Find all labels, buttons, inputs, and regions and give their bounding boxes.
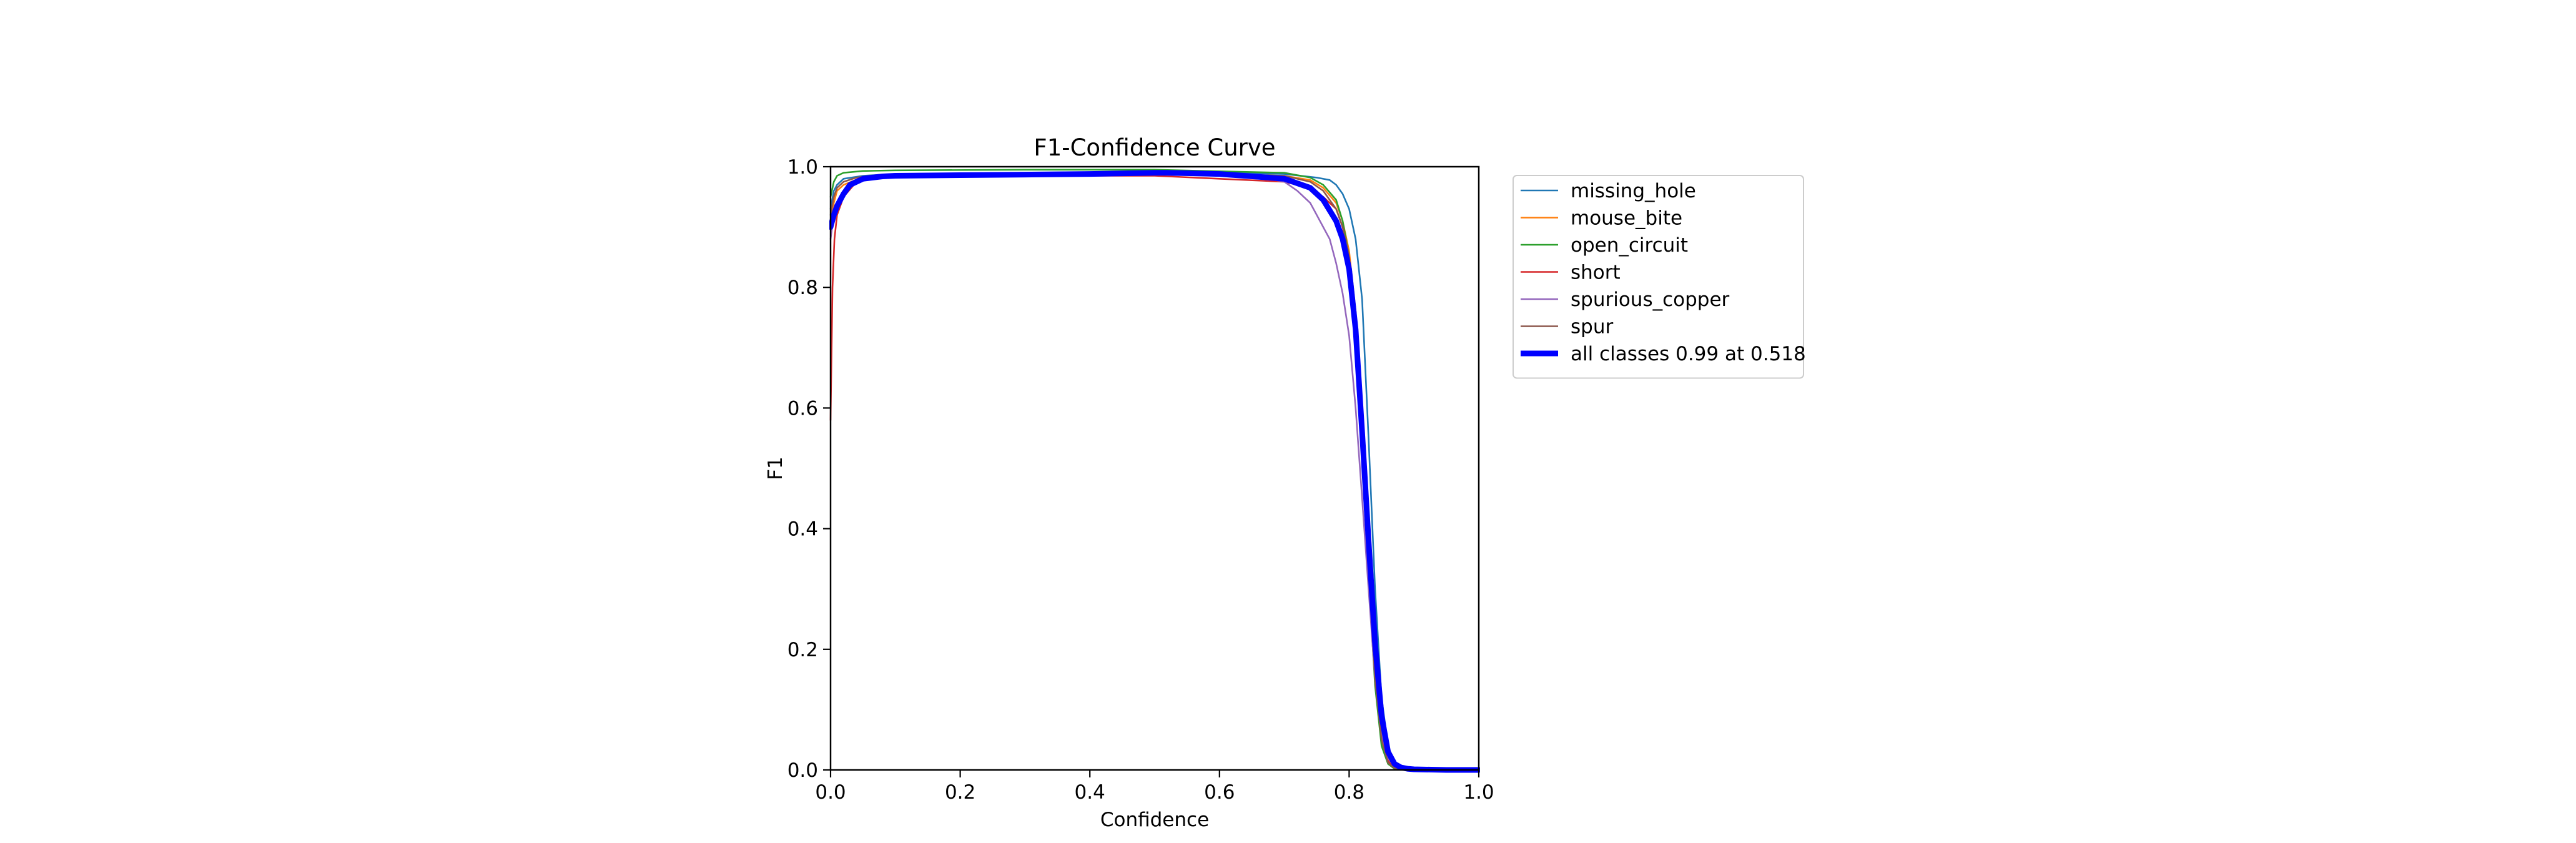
x-tick-label: 0.8: [1334, 781, 1364, 804]
legend-box: [1513, 175, 1804, 379]
y-tick-label: 0.2: [787, 639, 818, 661]
y-axis-ticks: 0.0 0.2 0.4 0.6 0.8 1.0: [787, 156, 831, 782]
y-tick-label: 0.6: [787, 397, 818, 420]
x-axis-label: Confidence: [1100, 809, 1209, 831]
x-axis-ticks: 0.0 0.2 0.4 0.6 0.8 1.0: [815, 770, 1494, 804]
plot-frame: [829, 165, 1480, 771]
y-axis-label: F1: [764, 456, 787, 480]
plot-area: [831, 167, 1479, 770]
x-tick-label: 0.4: [1075, 781, 1105, 804]
x-tick-label: 0.0: [815, 781, 846, 804]
legend-entry-label: spur: [1571, 316, 1613, 338]
series-line: [829, 172, 1480, 771]
series-layer: [829, 169, 1480, 773]
x-tick-label: 1.0: [1463, 781, 1494, 804]
y-tick-label: 0.4: [787, 518, 818, 541]
chart-title: F1-Confidence Curve: [1034, 134, 1275, 161]
x-tick-label: 0.6: [1204, 781, 1235, 804]
series-line: [829, 170, 1480, 773]
y-tick-label: 0.0: [787, 759, 818, 782]
legend-entry-label: open_circuit: [1571, 234, 1688, 257]
legend-entry-label: short: [1571, 262, 1621, 284]
y-tick-label: 0.8: [787, 277, 818, 299]
legend-entry-label: missing_hole: [1571, 180, 1696, 202]
x-tick-label: 0.2: [945, 781, 975, 804]
y-tick-label: 1.0: [787, 156, 818, 179]
legend-entry-label: all classes 0.99 at 0.518: [1571, 343, 1806, 365]
legend-entry-label: spurious_copper: [1571, 288, 1730, 311]
legend-entry-label: mouse_bite: [1571, 207, 1682, 230]
series-line: [829, 169, 1480, 771]
